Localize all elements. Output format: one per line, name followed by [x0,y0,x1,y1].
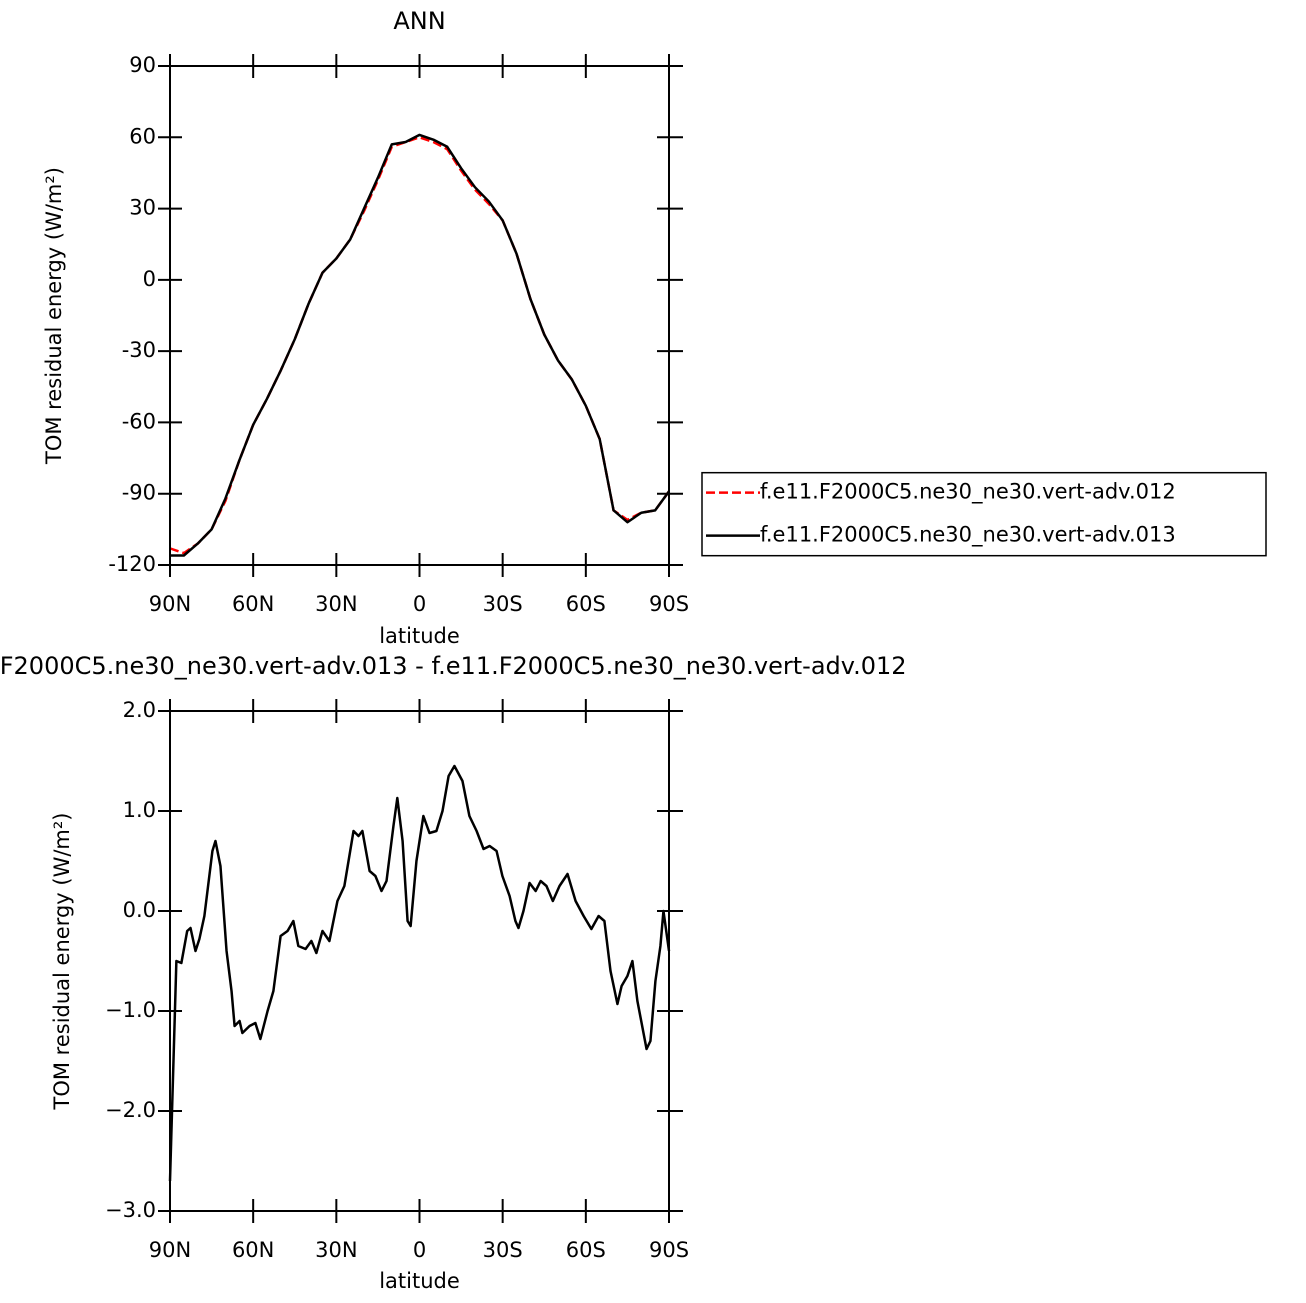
x-tick-label: 90N [149,1238,191,1262]
x-tick-label: 90S [649,1238,689,1262]
data-line [170,133,671,557]
y-tick-label: -120 [108,552,156,576]
x-tick-label: 30N [315,1238,357,1262]
y-tick-label: −1.0 [105,998,156,1022]
x-tick-label: 30S [483,592,523,616]
y-tick-label: 2.0 [123,698,156,722]
legend-box [701,471,1267,557]
chart-title: ANN [393,7,445,35]
y-tick-label: 60 [129,124,156,148]
y-tick-label: -30 [122,338,156,362]
chart-title: f.e11.F2000C5.ne30_ne30.vert-adv.013 - f… [0,652,907,680]
data-line [169,136,671,555]
y-tick-label: −3.0 [105,1198,156,1222]
y-tick-label: 30 [129,196,156,220]
x-tick-label: 30S [483,1238,523,1262]
x-tick-label: 60S [566,1238,606,1262]
y-tick-label: -90 [122,481,156,505]
legend-label: f.e11.F2000C5.ne30_ne30.vert-adv.012 [760,480,1176,505]
x-tick-label: 0 [413,1238,426,1262]
x-tick-label: 90S [649,592,689,616]
x-tick-label: 60N [232,592,274,616]
y-tick-label: -60 [122,409,156,433]
x-tick-label: 30N [315,592,357,616]
legend-label: f.e11.F2000C5.ne30_ne30.vert-adv.013 [760,523,1176,548]
y-tick-label: 1.0 [123,798,156,822]
data-line [168,764,671,1182]
x-tick-label: 90N [149,592,191,616]
y-tick-label: 90 [129,53,156,77]
y-axis-label: TOM residual energy (W/m²) [50,813,74,1111]
x-tick-label: 60N [232,1238,274,1262]
x-tick-label: 0 [413,592,426,616]
y-tick-label: −2.0 [105,1098,156,1122]
y-tick-label: 0 [143,267,156,291]
x-tick-label: 60S [566,592,606,616]
y-axis-label: TOM residual energy (W/m²) [42,167,66,465]
plot-frame [169,710,670,1212]
x-axis-label: latitude [379,624,460,648]
plot-frame [169,65,670,566]
y-tick-label: 0.0 [123,898,156,922]
x-axis-label: latitude [379,1269,460,1293]
